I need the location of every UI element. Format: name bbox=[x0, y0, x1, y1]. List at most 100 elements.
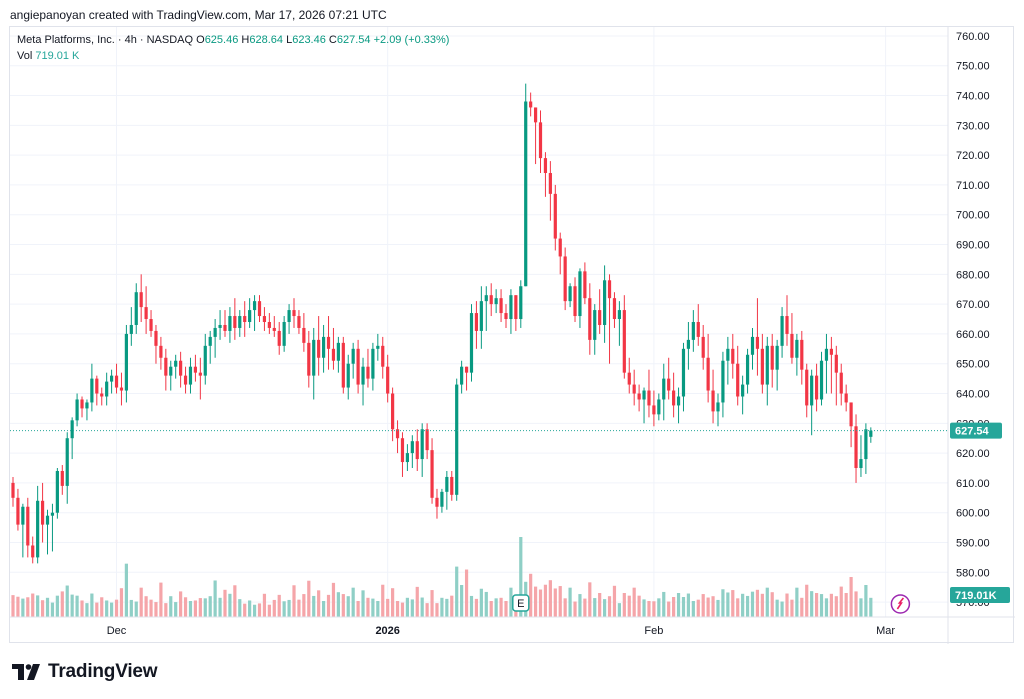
volume-bar bbox=[854, 591, 858, 617]
candle-body bbox=[464, 366, 469, 373]
volume-bar bbox=[770, 592, 774, 617]
volume-bar bbox=[731, 590, 735, 617]
candle-body bbox=[519, 286, 523, 320]
candle-body bbox=[351, 348, 355, 364]
candle-body bbox=[282, 322, 286, 346]
candle-body bbox=[632, 384, 636, 394]
candle-body bbox=[149, 319, 153, 331]
candle-body bbox=[139, 292, 143, 308]
candle-body bbox=[45, 515, 50, 525]
candle-body bbox=[356, 348, 360, 385]
candle-body bbox=[21, 506, 25, 525]
candlestick-chart[interactable]: 760.00 750.00 740.00 730.00 720.00 710.00 700.… bbox=[10, 27, 1015, 644]
volume-bar bbox=[440, 597, 444, 617]
volume-bar bbox=[785, 593, 789, 617]
volume-bar bbox=[573, 601, 577, 617]
volume-bar bbox=[267, 604, 271, 617]
y-tick-label: 690.00 bbox=[956, 240, 990, 252]
candle-body bbox=[144, 307, 148, 320]
candle-body bbox=[588, 298, 592, 340]
candle-body bbox=[228, 316, 232, 331]
volume-bar bbox=[509, 587, 513, 617]
candle-body bbox=[257, 301, 262, 317]
volume-bar bbox=[484, 591, 488, 617]
candle-body bbox=[440, 491, 444, 507]
y-tick-label: 600.00 bbox=[956, 508, 990, 520]
candle-body bbox=[386, 366, 390, 394]
volume-bar bbox=[174, 602, 178, 617]
candle-body bbox=[568, 286, 572, 302]
candle-body bbox=[321, 336, 326, 358]
volume-bars bbox=[11, 537, 873, 617]
volume-bar bbox=[193, 600, 198, 617]
candle-body bbox=[361, 366, 365, 385]
volume-bar bbox=[119, 588, 124, 617]
candles bbox=[11, 83, 873, 564]
last-volume-label: 719.01K bbox=[955, 590, 997, 602]
candle-body bbox=[391, 393, 395, 430]
volume-bar bbox=[716, 599, 720, 617]
chart-frame[interactable]: 760.00 750.00 740.00 730.00 720.00 710.00 700.… bbox=[9, 26, 1015, 644]
candle-body bbox=[617, 310, 621, 320]
candle-body bbox=[395, 429, 400, 439]
last-price-tag bbox=[950, 422, 1002, 439]
legend-volume: Vol 719.01 K bbox=[17, 50, 79, 62]
volume-bar bbox=[657, 598, 661, 617]
y-tick-label: 640.00 bbox=[956, 389, 990, 401]
volume-bar bbox=[553, 588, 557, 617]
candle-body bbox=[218, 324, 222, 328]
candle-body bbox=[691, 322, 695, 340]
volume-bar bbox=[834, 596, 838, 617]
volume-bar bbox=[681, 597, 686, 617]
volume-bar bbox=[790, 599, 794, 617]
candle-body bbox=[681, 348, 686, 397]
volume-bar bbox=[400, 602, 405, 617]
volume-bar bbox=[736, 598, 740, 617]
volume-bar bbox=[16, 596, 20, 617]
candle-body bbox=[538, 122, 543, 159]
volume-bar bbox=[617, 603, 621, 617]
candle-body bbox=[736, 363, 740, 397]
candle-body bbox=[11, 482, 15, 498]
candle-body bbox=[603, 280, 607, 325]
candle-body bbox=[484, 295, 488, 302]
candle-body bbox=[267, 322, 271, 328]
candle-body bbox=[622, 310, 626, 373]
candle-body bbox=[469, 313, 474, 373]
candle-body bbox=[775, 345, 779, 370]
candle-body bbox=[272, 327, 276, 331]
candle-body bbox=[198, 372, 202, 376]
candle-body bbox=[755, 336, 760, 349]
candle-body bbox=[706, 357, 710, 391]
candle-body bbox=[55, 470, 59, 513]
volume-bar bbox=[410, 599, 414, 617]
y-tick-label: 660.00 bbox=[956, 329, 990, 341]
candle-body bbox=[40, 500, 45, 525]
volume-bar bbox=[252, 604, 257, 617]
tradingview-logo[interactable]: TradingView bbox=[12, 660, 158, 684]
legend-vol-value: 719.01 K bbox=[35, 50, 80, 62]
candle-body bbox=[548, 173, 552, 194]
volume-bar bbox=[198, 598, 202, 617]
y-tick-label: 580.00 bbox=[956, 567, 990, 579]
volume-bar bbox=[248, 600, 252, 617]
candle-body bbox=[312, 339, 316, 376]
candle-body bbox=[164, 357, 168, 376]
candle-body bbox=[844, 393, 848, 403]
volume-bar bbox=[499, 597, 503, 617]
volume-bar bbox=[238, 599, 242, 617]
candle-body bbox=[223, 324, 227, 331]
volume-bar bbox=[686, 593, 691, 617]
candle-body bbox=[252, 301, 257, 311]
y-tick-label: 720.00 bbox=[956, 150, 990, 162]
volume-bar bbox=[647, 601, 651, 617]
y-tick-label: 590.00 bbox=[956, 538, 990, 550]
candle-body bbox=[410, 441, 414, 454]
volume-bar bbox=[652, 601, 656, 617]
volume-bar bbox=[780, 601, 784, 617]
volume-bar bbox=[164, 603, 168, 617]
candle-body bbox=[26, 506, 30, 546]
volume-bar bbox=[386, 598, 390, 617]
volume-bar bbox=[262, 593, 267, 617]
legend-close-value: 627.54 bbox=[336, 34, 371, 46]
